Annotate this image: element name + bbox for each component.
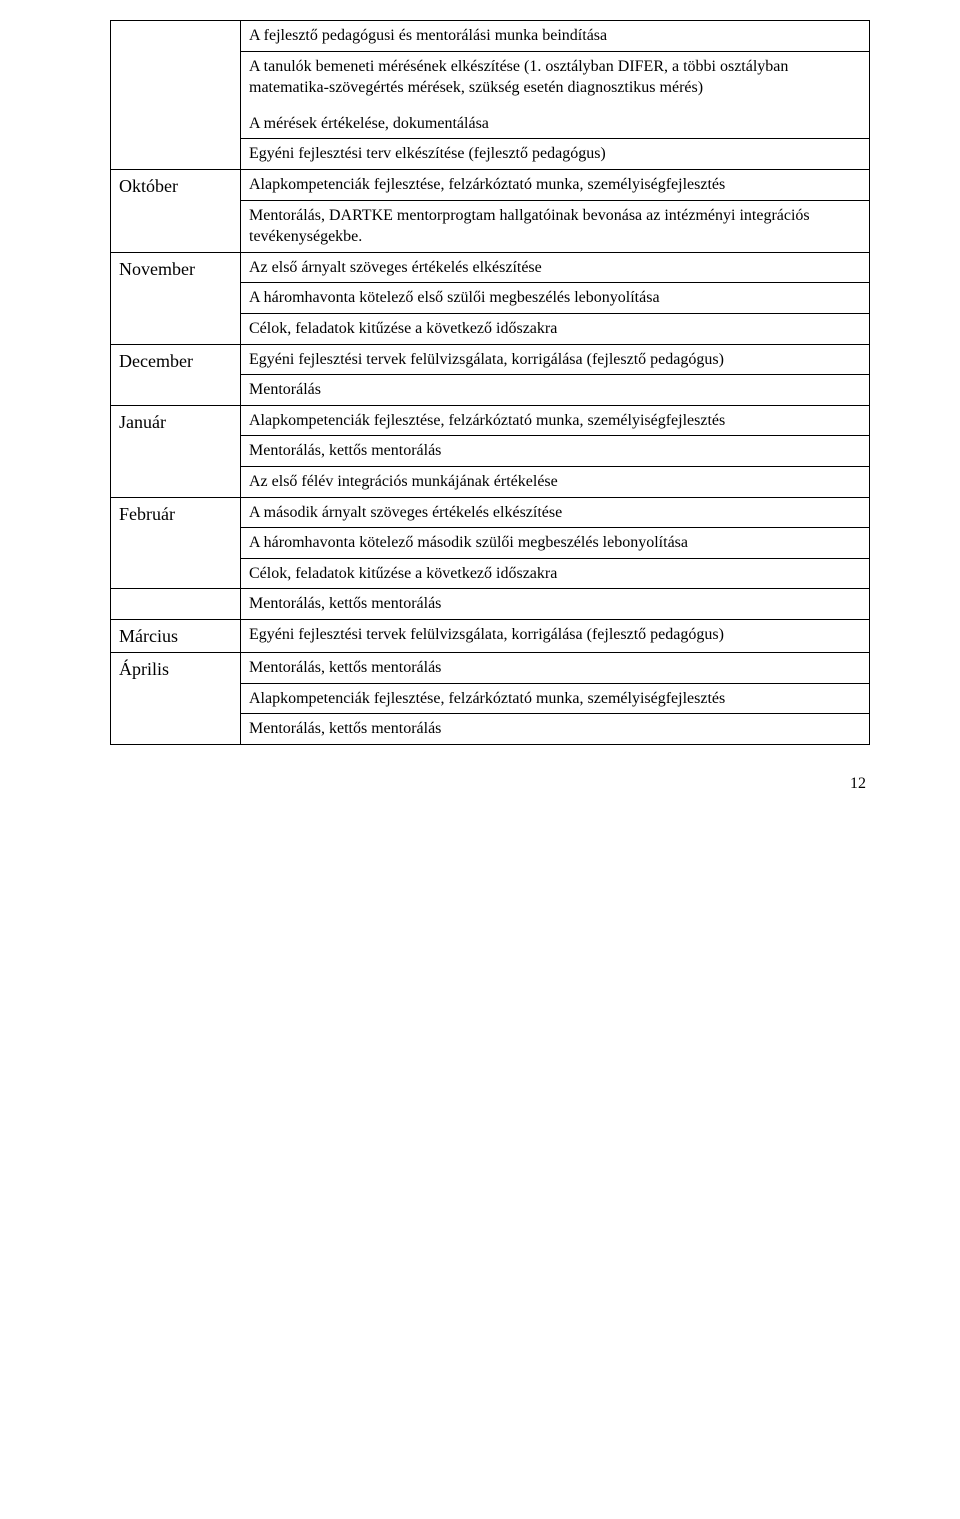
- paragraph-text: Mentorálás, kettős mentorálás: [249, 593, 861, 615]
- content-cell: A tanulók bemeneti mérésének elkészítése…: [241, 51, 870, 139]
- paragraph-text: Célok, feladatok kitűzése a következő id…: [249, 563, 861, 585]
- paragraph-text: Az első árnyalt szöveges értékelés elkés…: [249, 257, 861, 279]
- paragraph-text: A háromhavonta kötelező első szülői megb…: [249, 287, 861, 309]
- table-row: A fejlesztő pedagógusi és mentorálási mu…: [111, 21, 870, 52]
- month-cell: December: [111, 344, 241, 405]
- month-cell: Március: [111, 619, 241, 652]
- content-cell: Célok, feladatok kitűzése a következő id…: [241, 558, 870, 589]
- content-cell: Mentorálás, DARTKE mentorprogtam hallgat…: [241, 200, 870, 252]
- table-row: ÁprilisMentorálás, kettős mentorálás: [111, 653, 870, 684]
- paragraph-text: Alapkompetenciák fejlesztése, felzárkózt…: [249, 410, 861, 432]
- month-cell: Április: [111, 653, 241, 745]
- content-cell: A második árnyalt szöveges értékelés elk…: [241, 497, 870, 528]
- content-cell: Egyéni fejlesztési terv elkészítése (fej…: [241, 139, 870, 170]
- page-number: 12: [110, 775, 870, 793]
- month-cell: Január: [111, 405, 241, 497]
- paragraph-text: Mentorálás: [249, 379, 861, 401]
- content-cell: Alapkompetenciák fejlesztése, felzárkózt…: [241, 683, 870, 714]
- content-cell: Mentorálás, kettős mentorálás: [241, 436, 870, 467]
- content-cell: A háromhavonta kötelező első szülői megb…: [241, 283, 870, 314]
- month-cell: [111, 589, 241, 620]
- table-row: Március Egyéni fejlesztési tervek felülvi…: [111, 619, 870, 652]
- paragraph-text: A mérések értékelése, dokumentálása: [249, 113, 861, 135]
- content-cell: Egyéni fejlesztési tervek felülvizsgálat…: [241, 619, 870, 652]
- content-cell: Alapkompetenciák fejlesztése, felzárkózt…: [241, 169, 870, 200]
- paragraph-text: Egyéni fejlesztési tervek felülvizsgálat…: [249, 624, 861, 646]
- month-cell: Október: [111, 169, 241, 252]
- paragraph-text: Mentorálás, kettős mentorálás: [249, 657, 861, 679]
- content-cell: Az első félév integrációs munkájának ért…: [241, 466, 870, 497]
- paragraph-text: Egyéni fejlesztési terv elkészítése (fej…: [249, 143, 861, 165]
- table-row: JanuárAlapkompetenciák fejlesztése, felz…: [111, 405, 870, 436]
- table-row: NovemberAz első árnyalt szöveges értékel…: [111, 252, 870, 283]
- content-cell: Egyéni fejlesztési tervek felülvizsgálat…: [241, 344, 870, 375]
- month-cell: Február: [111, 497, 241, 589]
- table-row: DecemberEgyéni fejlesztési tervek felülv…: [111, 344, 870, 375]
- content-cell: A fejlesztő pedagógusi és mentorálási mu…: [241, 21, 870, 52]
- content-cell: A háromhavonta kötelező második szülői m…: [241, 528, 870, 559]
- content-cell: Mentorálás, kettős mentorálás: [241, 589, 870, 620]
- paragraph-text: Célok, feladatok kitűzése a következő id…: [249, 318, 861, 340]
- content-cell: Mentorálás, kettős mentorálás: [241, 714, 870, 745]
- paragraph-text: A háromhavonta kötelező második szülői m…: [249, 532, 861, 554]
- paragraph-text: Mentorálás, kettős mentorálás: [249, 440, 861, 462]
- paragraph-text: A tanulók bemeneti mérésének elkészítése…: [249, 56, 861, 99]
- paragraph-text: Alapkompetenciák fejlesztése, felzárkózt…: [249, 688, 861, 710]
- content-cell: Az első árnyalt szöveges értékelés elkés…: [241, 252, 870, 283]
- paragraph-text: A fejlesztő pedagógusi és mentorálási mu…: [249, 25, 861, 47]
- paragraph-text: Alapkompetenciák fejlesztése, felzárkózt…: [249, 174, 861, 196]
- month-cell: November: [111, 252, 241, 344]
- paragraph-text: Egyéni fejlesztési tervek felülvizsgálat…: [249, 349, 861, 371]
- paragraph-text: Mentorálás, kettős mentorálás: [249, 718, 861, 740]
- paragraph-text: A második árnyalt szöveges értékelés elk…: [249, 502, 861, 524]
- content-cell: Alapkompetenciák fejlesztése, felzárkózt…: [241, 405, 870, 436]
- table-row: FebruárA második árnyalt szöveges értéke…: [111, 497, 870, 528]
- month-cell: [111, 21, 241, 170]
- paragraph-text: Az első félév integrációs munkájának ért…: [249, 471, 861, 493]
- content-cell: Célok, feladatok kitűzése a következő id…: [241, 313, 870, 344]
- table-row: OktóberAlapkompetenciák fejlesztése, fel…: [111, 169, 870, 200]
- table-row: Mentorálás, kettős mentorálás: [111, 589, 870, 620]
- paragraph-text: Mentorálás, DARTKE mentorprogtam hallgat…: [249, 205, 861, 248]
- schedule-table: A fejlesztő pedagógusi és mentorálási mu…: [110, 20, 870, 745]
- content-cell: Mentorálás, kettős mentorálás: [241, 653, 870, 684]
- content-cell: Mentorálás: [241, 375, 870, 406]
- table-body: A fejlesztő pedagógusi és mentorálási mu…: [111, 21, 870, 745]
